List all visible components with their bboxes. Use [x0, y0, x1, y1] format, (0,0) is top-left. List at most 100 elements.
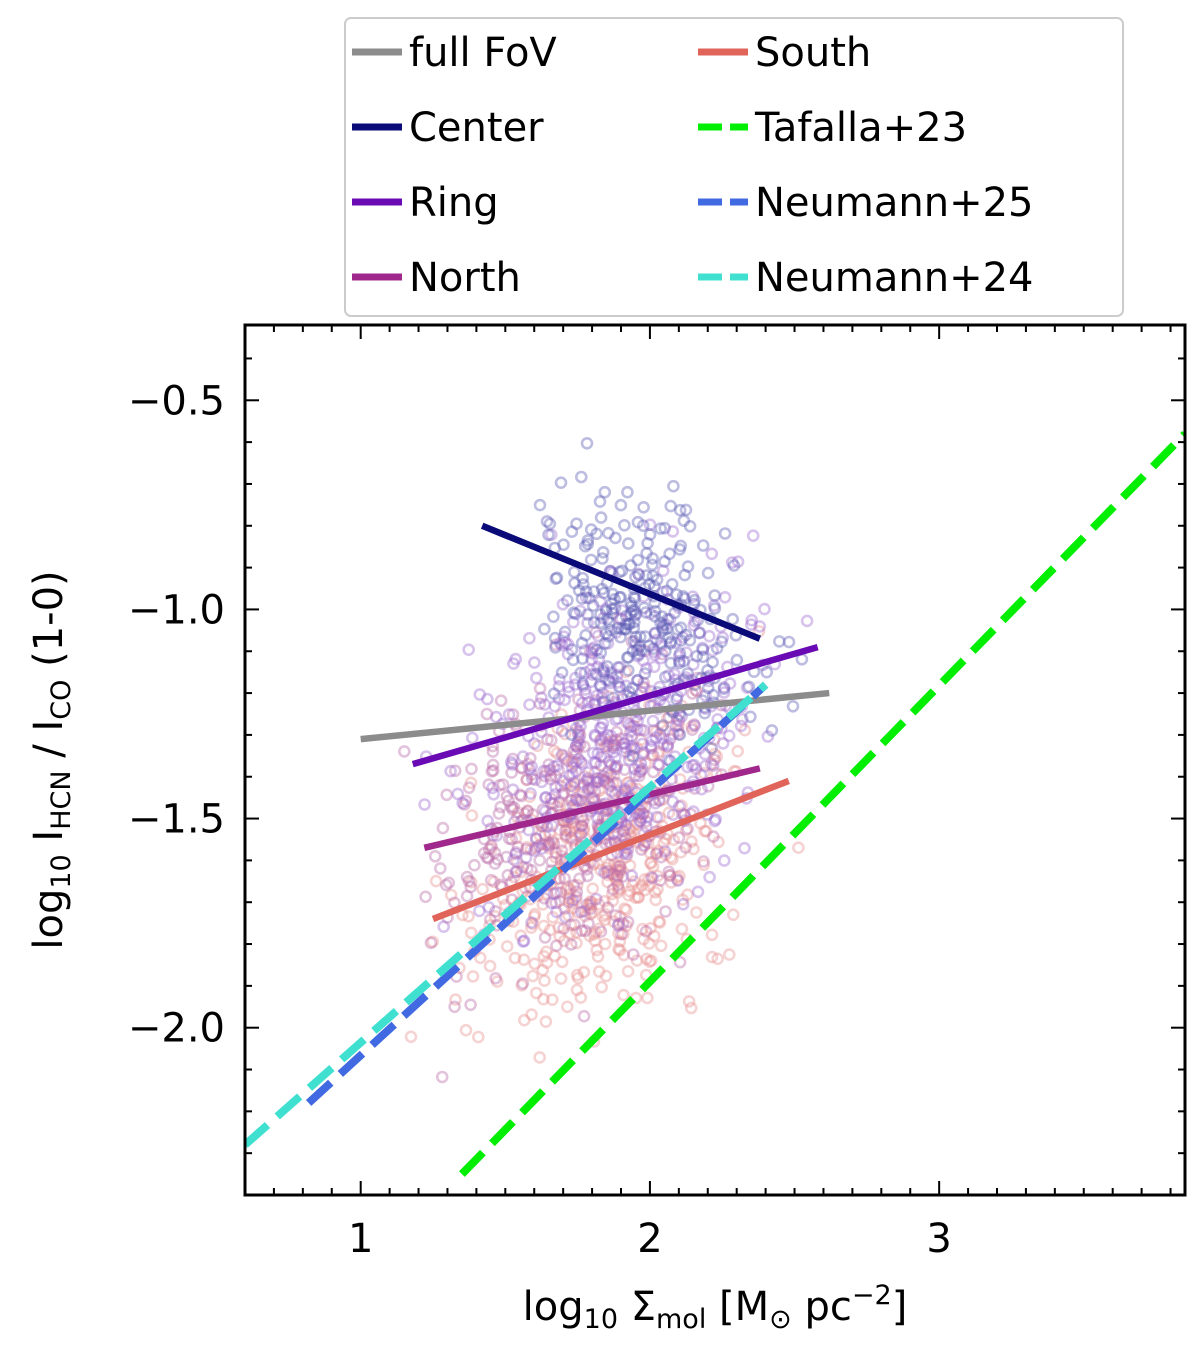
scatter-point-south	[611, 870, 624, 884]
scatter-point-south	[623, 823, 637, 836]
scatter-point-south	[533, 829, 547, 842]
scatter-point-center	[621, 537, 635, 550]
scatter-point-north	[605, 867, 619, 881]
scatter-point-north	[494, 694, 508, 708]
scatter-point-south	[644, 954, 658, 968]
scatter-point-south	[404, 1030, 418, 1044]
scatter-point-south	[570, 968, 584, 982]
scatter-point-ring	[602, 755, 616, 768]
scatter-point-north	[621, 915, 635, 929]
scatter-point-south	[542, 841, 556, 855]
line-tafalla-23	[459, 430, 1185, 1177]
scatter-point-south	[630, 741, 644, 755]
scatter-point-center	[643, 528, 657, 541]
scatter-point-north	[488, 846, 502, 860]
scatter-point-south	[637, 840, 651, 853]
scatter-point-ring	[662, 668, 676, 682]
scatter-point-north	[557, 922, 570, 936]
scatter-point-south	[560, 1000, 574, 1014]
scatter-point-center	[533, 498, 547, 512]
scatter-point-north	[543, 763, 557, 777]
scatter-point-north	[618, 763, 632, 777]
scatter-point-north	[525, 863, 538, 877]
scatter-point-south	[613, 865, 627, 879]
scatter-point-ring	[525, 916, 538, 929]
scatter-point-north	[542, 836, 555, 849]
scatter-point-ring	[681, 760, 694, 774]
scatter-point-south	[666, 852, 679, 866]
scatter-point-south	[605, 887, 619, 901]
scatter-point-center	[710, 641, 724, 655]
scatter-point-south	[558, 749, 571, 763]
scatter-point-ring	[650, 633, 663, 647]
scatter-point-south	[527, 910, 541, 923]
scatter-point-south	[561, 908, 575, 922]
scatter-point-north	[581, 869, 594, 883]
scatter-point-north	[662, 865, 676, 879]
scatter-point-north	[568, 918, 581, 932]
scatter-point-center	[705, 742, 718, 755]
scatter-point-north	[540, 838, 554, 852]
scatter-point-north	[606, 882, 620, 896]
scatter-point-north	[566, 767, 579, 781]
scatter-point-ring	[590, 775, 604, 789]
scatter-point-center	[645, 558, 659, 572]
scatter-point-south	[660, 711, 674, 725]
scatter-point-ring	[647, 645, 661, 659]
scatter-point-north	[488, 857, 502, 870]
scatter-point-south	[514, 929, 528, 943]
scatter-point-center	[597, 586, 611, 600]
scatter-point-center	[582, 591, 596, 605]
scatter-point-center	[548, 631, 562, 645]
scatter-point-south	[554, 972, 568, 985]
scatter-point-ring	[516, 750, 530, 763]
scatter-point-ring	[596, 769, 610, 783]
scatter-point-north	[582, 782, 596, 795]
scatter-point-ring	[609, 776, 623, 790]
scatter-point-south	[655, 720, 668, 734]
scatter-point-south	[673, 869, 686, 883]
scatter-point-center	[619, 609, 633, 623]
scatter-point-south	[584, 907, 598, 921]
scatter-point-center	[629, 630, 643, 644]
scatter-point-south	[543, 826, 557, 840]
scatter-point-center	[629, 570, 642, 584]
scatter-point-ring	[596, 686, 610, 700]
scatter-point-south	[601, 771, 615, 784]
scatter-point-south	[466, 970, 480, 983]
scatter-point-south	[572, 821, 586, 835]
scatter-point-south	[531, 739, 544, 753]
scatter-point-north	[501, 868, 515, 882]
scatter-point-north	[468, 858, 481, 872]
scatter-point-south	[537, 992, 550, 1006]
scatter-point-center	[598, 485, 612, 499]
scatter-point-ring	[550, 905, 563, 919]
scatter-point-south	[509, 831, 523, 845]
scatter-point-ring	[598, 866, 611, 880]
scatter-point-north	[545, 796, 558, 810]
scatter-point-south	[659, 848, 673, 862]
scatter-point-ring	[630, 723, 644, 736]
scatter-point-south	[635, 878, 649, 892]
scatter-point-north	[531, 839, 545, 853]
scatter-point-south	[570, 878, 584, 892]
scatter-point-south	[634, 733, 648, 747]
scatter-point-south	[639, 756, 652, 770]
scatter-point-ring	[584, 675, 598, 689]
scatter-point-south	[641, 873, 655, 887]
scatter-point-center	[569, 607, 582, 621]
scatter-point-center	[656, 624, 670, 638]
x-tick-label: 1	[348, 1216, 373, 1262]
scatter-point-center	[587, 616, 601, 629]
scatter-point-ring	[603, 676, 617, 690]
scatter-point-ring	[564, 779, 578, 793]
scatter-point-south	[464, 926, 478, 940]
scatter-point-ring	[656, 564, 670, 578]
legend-entry: Ring	[352, 180, 499, 226]
scatter-point-center	[690, 649, 704, 663]
scatter-point-north	[542, 839, 556, 853]
scatter-point-north	[638, 644, 652, 658]
scatter-point-south	[620, 903, 633, 917]
scatter-point-center	[627, 634, 641, 648]
scatter-point-south	[449, 993, 462, 1006]
